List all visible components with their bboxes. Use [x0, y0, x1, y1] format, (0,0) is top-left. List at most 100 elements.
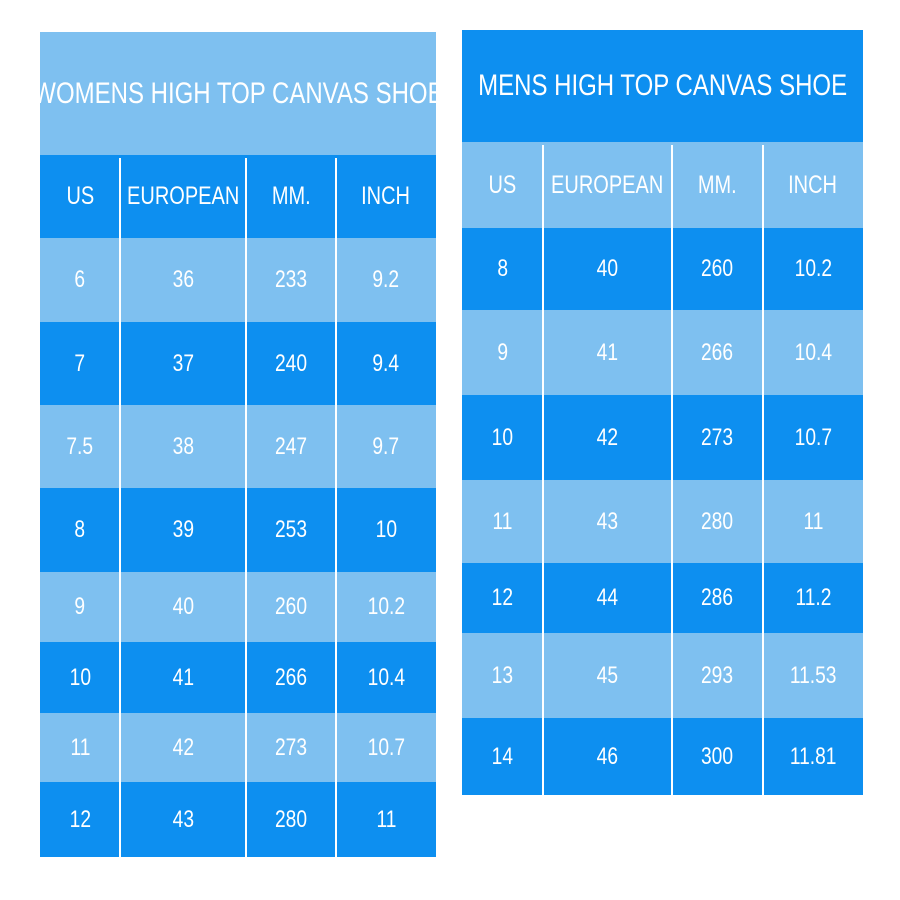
table-cell: 43	[543, 480, 672, 563]
cell-text: 8	[74, 516, 86, 543]
cell-text: 38	[172, 432, 194, 460]
table-cell: 9.4	[336, 322, 436, 405]
table-row: 10 42 273 10.7	[462, 395, 863, 480]
table-cell: 7.5	[40, 405, 120, 488]
table-row: 7 37 240 9.4	[40, 322, 436, 405]
table-cell: 286	[672, 563, 763, 633]
cell-text: 14	[491, 742, 514, 770]
cell-text: 40	[172, 593, 194, 620]
cell-text: 36	[172, 266, 194, 293]
cell-text: 260	[274, 593, 308, 620]
table-cell: 14	[462, 718, 543, 795]
table-cell: 10.2	[763, 228, 863, 310]
table-row: 10 41 266 10.4	[40, 642, 436, 713]
table-cell: 46	[543, 718, 672, 795]
cell-text: 8	[497, 255, 508, 282]
cell-text: 10.2	[367, 593, 405, 620]
cell-text: 45	[596, 661, 619, 689]
cell-text: 7.5	[66, 432, 94, 460]
cell-text: 273	[274, 733, 308, 761]
header-row: US EUROPEAN MM. INCH	[40, 155, 436, 238]
table-cell: 44	[543, 563, 672, 633]
table-cell: 10	[40, 642, 120, 713]
table-cell: 9	[40, 572, 120, 642]
table-cell: 247	[246, 405, 336, 488]
cell-text: 11.2	[795, 584, 831, 611]
column-header: INCH	[336, 155, 436, 238]
cell-text: 9.4	[372, 349, 400, 377]
cell-text: 9.7	[372, 432, 400, 460]
table-row: 11 43 280 11	[462, 480, 863, 563]
cell-text: 11.53	[789, 661, 837, 689]
cell-text: 11.81	[789, 742, 837, 770]
table-cell: 40	[543, 228, 672, 310]
column-header: EUROPEAN	[120, 155, 246, 238]
cell-text: 10.4	[367, 663, 405, 691]
table-row: 14 46 300 11.81	[462, 718, 863, 795]
table-cell: 9	[462, 310, 543, 395]
table-cell: 43	[120, 782, 246, 857]
table-title: WOMENS HIGH TOP CANVAS SHOE	[33, 32, 443, 155]
cell-text: 41	[596, 338, 619, 366]
table-row: 11 42 273 10.7	[40, 713, 436, 782]
table-cell: 13	[462, 633, 543, 718]
table-cell: 240	[246, 322, 336, 405]
cell-text: EUROPEAN	[551, 170, 664, 199]
womens-size-table: WOMENS HIGH TOP CANVAS SHOE US EUROPEAN MM.…	[33, 32, 443, 857]
cell-text: 42	[596, 423, 619, 451]
cell-text: 43	[172, 805, 194, 833]
table-cell: 273	[246, 713, 336, 782]
cell-text: 9	[497, 338, 508, 366]
table-cell: 36	[120, 238, 246, 322]
table-cell: 10	[462, 395, 543, 480]
table-cell: 11	[40, 713, 120, 782]
header-row: US EUROPEAN MM. INCH	[462, 142, 863, 228]
column-divider	[542, 145, 544, 795]
table-title-text: MENS HIGH TOP CANVAS SHOE	[478, 69, 848, 102]
table-row: 8 40 260 10.2	[462, 228, 863, 310]
column-header: MM.	[672, 142, 763, 228]
table-cell: 260	[246, 572, 336, 642]
table-cell: 7	[40, 322, 120, 405]
table-cell: 38	[120, 405, 246, 488]
cell-text: 43	[596, 507, 619, 535]
table-cell: 9.7	[336, 405, 436, 488]
table-row: 12 44 286 11.2	[462, 563, 863, 633]
table-cell: 11	[462, 480, 543, 563]
table-cell: 41	[120, 642, 246, 713]
cell-text: 10	[375, 516, 397, 543]
table-row: 8 39 253 10	[40, 488, 436, 572]
cell-text: MM.	[698, 170, 737, 199]
column-header: MM.	[246, 155, 336, 238]
table-cell: 10.7	[336, 713, 436, 782]
cell-text: 10.4	[794, 338, 832, 366]
column-divider	[245, 158, 247, 857]
column-divider	[762, 145, 764, 795]
cell-text: 233	[274, 266, 308, 293]
table-cell: 266	[672, 310, 763, 395]
table-cell: 12	[40, 782, 120, 857]
table-cell: 273	[672, 395, 763, 480]
table-cell: 10.7	[763, 395, 863, 480]
cell-text: 293	[701, 661, 734, 689]
cell-text: US	[488, 170, 517, 199]
column-header: EUROPEAN	[543, 142, 672, 228]
column-divider	[335, 158, 337, 857]
cell-text: 266	[701, 338, 734, 366]
cell-text: 9	[74, 593, 86, 620]
cell-text: 42	[172, 733, 194, 761]
table-cell: 8	[462, 228, 543, 310]
cell-text: 10	[69, 663, 91, 691]
table-row: 13 45 293 11.53	[462, 633, 863, 718]
table-cell: 233	[246, 238, 336, 322]
cell-text: 41	[172, 663, 194, 691]
cell-text: 286	[701, 584, 734, 611]
table-row: 7.5 38 247 9.7	[40, 405, 436, 488]
column-divider	[671, 145, 673, 795]
cell-text: 6	[74, 266, 86, 293]
cell-text: 37	[172, 349, 194, 377]
cell-text: 40	[596, 255, 619, 282]
cell-text: 11	[803, 507, 823, 535]
cell-text: 10.7	[794, 423, 832, 451]
table-cell: 12	[462, 563, 543, 633]
